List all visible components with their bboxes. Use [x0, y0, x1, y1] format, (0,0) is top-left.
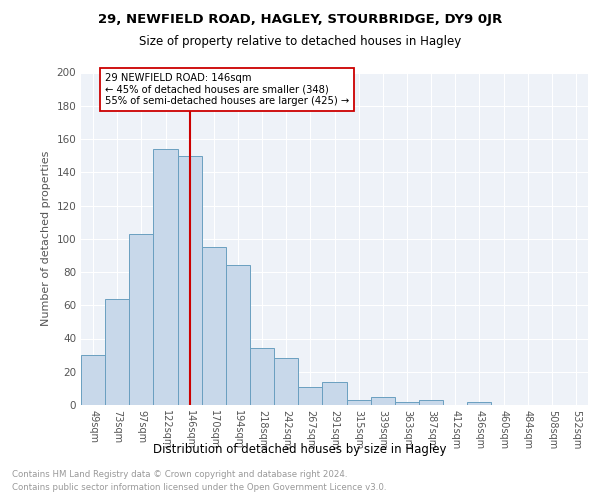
Bar — [154, 149, 178, 405]
Bar — [419, 400, 443, 405]
Text: Size of property relative to detached houses in Hagley: Size of property relative to detached ho… — [139, 35, 461, 48]
Bar — [395, 402, 419, 405]
Bar — [202, 247, 226, 405]
Bar — [178, 156, 202, 405]
Text: Distribution of detached houses by size in Hagley: Distribution of detached houses by size … — [153, 442, 447, 456]
Text: 29 NEWFIELD ROAD: 146sqm
← 45% of detached houses are smaller (348)
55% of semi-: 29 NEWFIELD ROAD: 146sqm ← 45% of detach… — [105, 72, 349, 106]
Y-axis label: Number of detached properties: Number of detached properties — [41, 151, 51, 326]
Bar — [322, 382, 347, 405]
Text: Contains HM Land Registry data © Crown copyright and database right 2024.: Contains HM Land Registry data © Crown c… — [12, 470, 347, 479]
Text: Contains public sector information licensed under the Open Government Licence v3: Contains public sector information licen… — [12, 482, 386, 492]
Bar — [467, 402, 491, 405]
Bar — [298, 386, 322, 405]
Bar — [371, 396, 395, 405]
Text: 29, NEWFIELD ROAD, HAGLEY, STOURBRIDGE, DY9 0JR: 29, NEWFIELD ROAD, HAGLEY, STOURBRIDGE, … — [98, 12, 502, 26]
Bar — [105, 298, 129, 405]
Bar — [81, 355, 105, 405]
Bar — [226, 266, 250, 405]
Bar — [129, 234, 154, 405]
Bar — [250, 348, 274, 405]
Bar — [274, 358, 298, 405]
Bar — [347, 400, 371, 405]
